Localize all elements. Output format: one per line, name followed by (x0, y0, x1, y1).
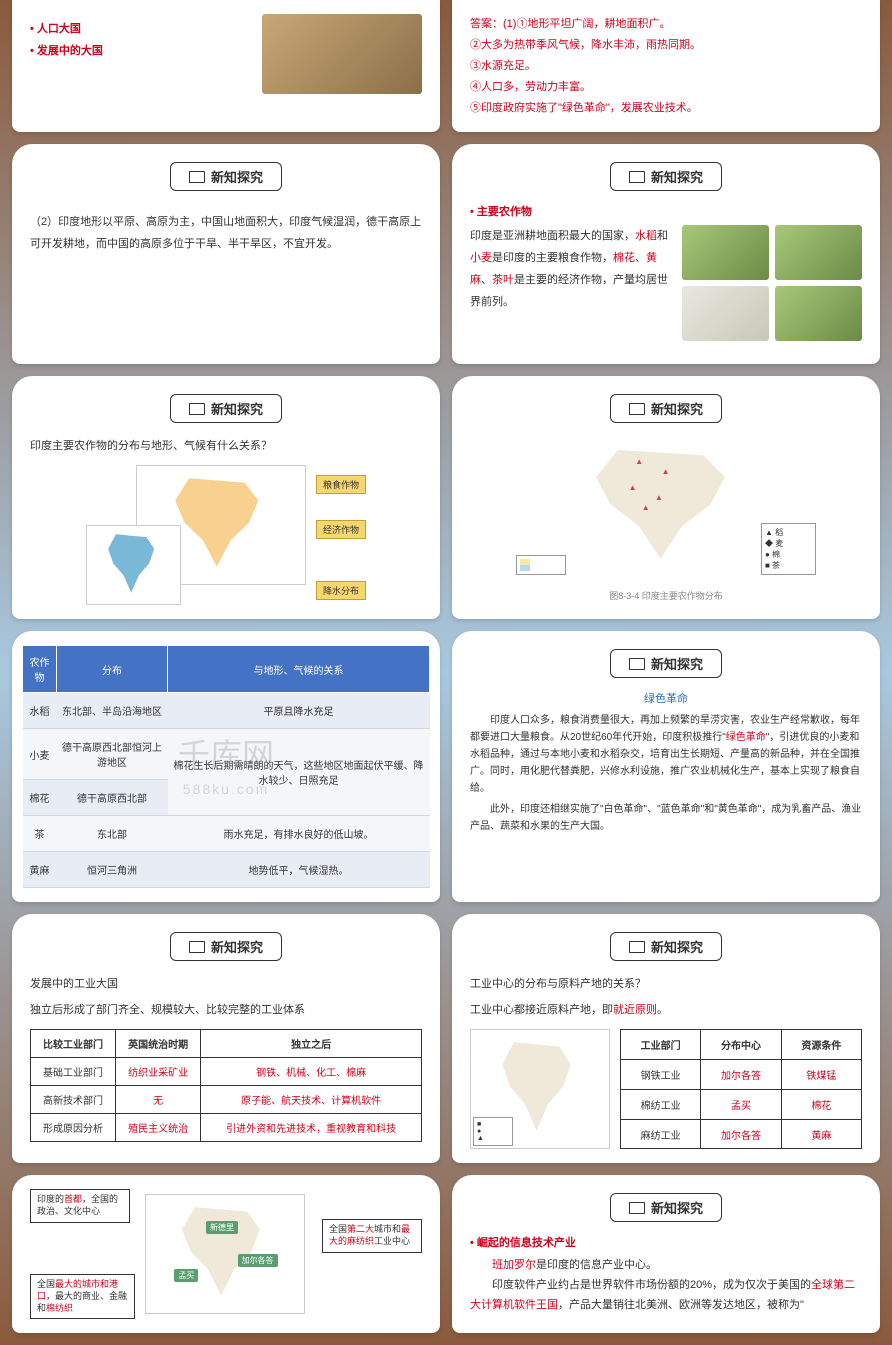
map-industry: ■●▲ (470, 1029, 610, 1149)
industry-table: 比较工业部门 英国统治时期 独立之后 基础工业部门纺织业采矿业钢铁、机械、化工、… (30, 1029, 422, 1142)
section-badge: 新知探究 (610, 162, 722, 191)
crop-images (682, 225, 862, 341)
slide-terrain-compare: 新知探究 （2）印度地形以平原、高原为主，中国山地面积大，印度气候湿润，德干高原… (12, 144, 440, 364)
badge-text: 新知探究 (651, 1198, 703, 1217)
book-icon (189, 941, 205, 953)
photo-india-street (262, 14, 422, 94)
it-p1: 班加罗尔是印度的信息产业中心。 (470, 1256, 862, 1276)
bullet-developing: 发展中的大国 (30, 42, 250, 58)
map-india-crops: ▲ ▲ ▲ ▲ ▲ (556, 435, 776, 580)
green-rev-p2: 此外，印度还相继实施了"白色革命"、"蓝色革命"和"黄色革命"，成为乳畜产品、渔… (470, 801, 862, 835)
slide-crop-table: 千库网 588ku.com 农作物 分布 与地形、气候的关系 水稻东北部、半岛沿… (12, 631, 440, 902)
it-p2: 印度软件产业约占是世界软件市场份额的20%，成为仅次于美国的全球第二大计算机软件… (470, 1276, 862, 1316)
industry-center-table: 工业部门 分布中心 资源条件 钢铁工业加尔各答铁煤锰 棉纺工业孟买棉花 麻纺工业… (620, 1029, 862, 1149)
crop-img-wheat (775, 225, 862, 280)
industry-subtitle: 独立后形成了部门齐全、规模较大、比较完整的工业体系 (30, 999, 422, 1021)
slide-cities: 印度的首都，全国的政治、文化中心 全国最大的城市和港口，最大的商业、金融和棉纺织… (12, 1175, 440, 1333)
crops-title: 主要农作物 (470, 203, 862, 219)
map-legend-right: ▲ 稻◆ 麦● 棉■ 茶 (761, 523, 816, 576)
answer-line-2: ③水源充足。 (470, 56, 862, 77)
section-badge: 新知探究 (170, 932, 282, 961)
callout-kolkata: 全国第二大城市和最大的麻纺织工业中心 (322, 1219, 422, 1252)
callout-mumbai: 全国最大的城市和港口，最大的商业、金融和棉纺织 (30, 1274, 135, 1319)
th-crop: 农作物 (23, 646, 57, 693)
answer-line-1: ②大多为热带季风气候，降水丰沛，雨热同期。 (470, 35, 862, 56)
book-icon (629, 403, 645, 415)
th-dist: 分布 (57, 646, 168, 693)
th-rel: 与地形、气候的关系 (168, 646, 430, 693)
badge-text: 新知探究 (211, 399, 263, 418)
slide-intro-left: 人口大国 发展中的大国 (12, 0, 440, 132)
slide-crop-distribution-q: 新知探究 印度主要农作物的分布与地形、气候有什么关系？ 粮食作物 经济作物 降水… (12, 376, 440, 619)
industry-title: 发展中的工业大国 (30, 973, 422, 995)
book-icon (629, 1202, 645, 1214)
callout-delhi: 印度的首都，全国的政治、文化中心 (30, 1189, 130, 1222)
section-badge: 新知探究 (610, 1193, 722, 1222)
bullet-population: 人口大国 (30, 20, 250, 36)
badge-text: 新知探究 (211, 937, 263, 956)
label-rain: 降水分布 (316, 581, 366, 600)
crop-table: 农作物 分布 与地形、气候的关系 水稻东北部、半岛沿海地区平原且降水充足 小麦德… (22, 645, 430, 888)
badge-text: 新知探究 (651, 399, 703, 418)
badge-text: 新知探究 (651, 654, 703, 673)
book-icon (189, 171, 205, 183)
section-badge: 新知探究 (610, 932, 722, 961)
answer-line-3: ④人口多，劳动力丰富。 (470, 77, 862, 98)
slide-answer: 答案：(1)①地形平坦广阔，耕地面积广。 ②大多为热带季风气候，降水丰沛，雨热同… (452, 0, 880, 132)
crop-img-rice (682, 225, 769, 280)
label-econ: 经济作物 (316, 520, 366, 539)
green-rev-title: 绿色革命 (470, 690, 862, 706)
crop-img-tea (775, 286, 862, 341)
map-cities: 新德里 加尔各答 孟买 (145, 1194, 305, 1314)
green-rev-p1: 印度人口众多，粮食消费量很大，再加上频繁的旱涝灾害，农业生产经常歉收，每年都要进… (470, 712, 862, 797)
industry-q: 工业中心的分布与原料产地的关系？ (470, 973, 862, 995)
label-grain: 粮食作物 (316, 475, 366, 494)
answer-line-0: 答案：(1)①地形平坦广阔，耕地面积广。 (470, 14, 862, 35)
crop-img-cotton (682, 286, 769, 341)
map-legend (516, 555, 566, 575)
badge-text: 新知探究 (651, 167, 703, 186)
slide-industry: 新知探究 发展中的工业大国 独立后形成了部门齐全、规模较大、比较完整的工业体系 … (12, 914, 440, 1163)
badge-text: 新知探究 (211, 167, 263, 186)
section-badge: 新知探究 (170, 162, 282, 191)
industry-a: 工业中心都接近原料产地，即就近原则。 (470, 999, 862, 1021)
book-icon (629, 658, 645, 670)
section-badge: 新知探究 (170, 394, 282, 423)
book-icon (629, 171, 645, 183)
it-title: 崛起的信息技术产业 (470, 1234, 862, 1250)
slide-crop-distribution-map: 新知探究 ▲ ▲ ▲ ▲ ▲ ▲ 稻◆ 麦● 棉■ 茶 图8-3-4 印度主要农… (452, 376, 880, 619)
answer-line-4: ⑤印度政府实施了"绿色革命"，发展农业技术。 (470, 98, 862, 119)
slide-green-revolution: 新知探究 绿色革命 印度人口众多，粮食消费量很大，再加上频繁的旱涝灾害，农业生产… (452, 631, 880, 902)
book-icon (189, 403, 205, 415)
slide-it-industry: 新知探究 崛起的信息技术产业 班加罗尔是印度的信息产业中心。 印度软件产业约占是… (452, 1175, 880, 1333)
badge-text: 新知探究 (651, 937, 703, 956)
terrain-text: （2）印度地形以平原、高原为主，中国山地面积大，印度气候湿润，德干高原上可开发耕… (30, 211, 422, 255)
section-badge: 新知探究 (610, 649, 722, 678)
book-icon (629, 941, 645, 953)
map-rainfall-inset (86, 525, 181, 605)
distribution-question: 印度主要农作物的分布与地形、气候有什么关系？ (30, 435, 422, 457)
slide-main-crops: 新知探究 主要农作物 印度是亚洲耕地面积最大的国家，水稻和小麦是印度的主要粮食作… (452, 144, 880, 364)
section-badge: 新知探究 (610, 394, 722, 423)
map-caption: 图8-3-4 印度主要农作物分布 (470, 589, 862, 602)
slide-industry-centers: 新知探究 工业中心的分布与原料产地的关系？ 工业中心都接近原料产地，即就近原则。… (452, 914, 880, 1163)
